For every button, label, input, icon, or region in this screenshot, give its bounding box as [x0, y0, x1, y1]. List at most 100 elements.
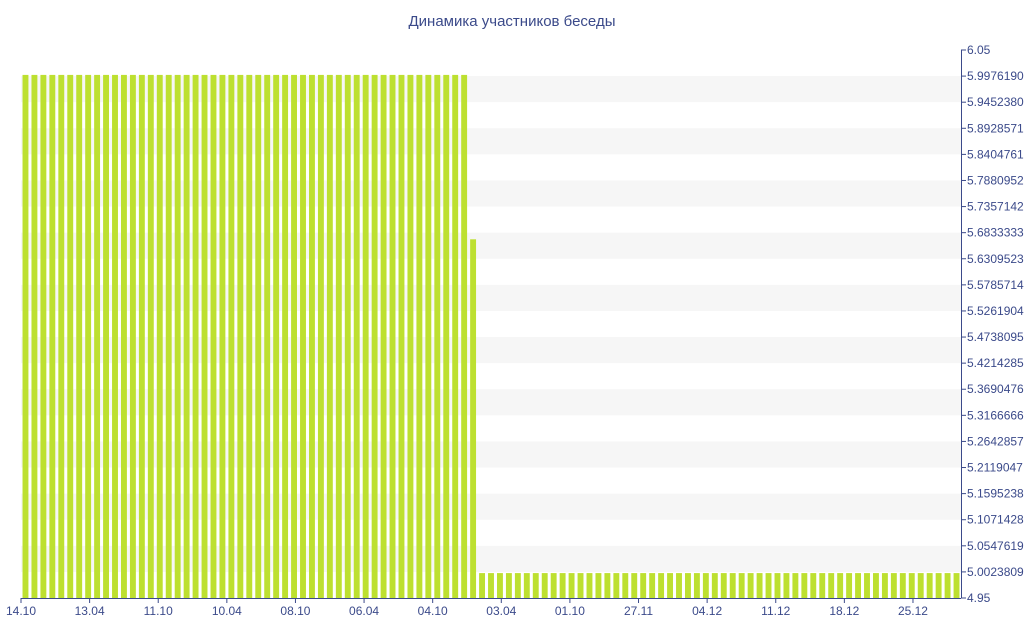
bar	[559, 573, 566, 598]
bar	[58, 74, 65, 599]
y-tick-label: 5.3166666	[967, 408, 1024, 422]
y-tick-label: 5.2642857	[967, 434, 1024, 448]
bar	[622, 573, 629, 598]
y-tick-label: 5.9452380	[967, 95, 1024, 109]
bar	[219, 74, 226, 599]
x-tick-label: 10.04	[212, 604, 242, 618]
bar	[228, 74, 235, 599]
y-tick-label: 5.5785714	[967, 278, 1024, 292]
x-tick-label: 27.11	[624, 604, 653, 618]
bar	[201, 74, 208, 599]
y-tick-label: 5.6309523	[967, 252, 1024, 266]
bar	[711, 573, 718, 598]
bar	[165, 74, 172, 599]
bar	[434, 74, 441, 599]
bar	[398, 74, 405, 599]
bar	[505, 573, 512, 598]
y-tick-label: 5.7880952	[967, 173, 1024, 187]
bar	[300, 74, 306, 599]
bar	[765, 573, 772, 598]
x-tick-label: 04.10	[418, 604, 448, 618]
bar	[881, 573, 888, 598]
y-tick-label: 5.8928571	[967, 121, 1024, 135]
bar	[452, 74, 459, 599]
bar	[864, 573, 870, 598]
bar	[76, 74, 83, 599]
x-tick-label: 18.12	[829, 604, 859, 618]
chart-title: Динамика участников беседы	[408, 13, 616, 30]
bar	[756, 573, 763, 598]
bar	[317, 74, 324, 599]
bar	[693, 573, 700, 598]
bar	[496, 573, 503, 598]
bar	[577, 573, 584, 598]
bar	[613, 573, 620, 598]
bar	[94, 74, 101, 599]
bar	[568, 573, 575, 598]
y-tick-label: 5.7357142	[967, 200, 1024, 214]
bar	[810, 573, 817, 598]
bar	[541, 573, 548, 598]
bar	[550, 573, 557, 598]
y-tick-label: 5.6833333	[967, 226, 1024, 240]
bar	[353, 74, 360, 599]
x-tick-label: 01.10	[555, 604, 585, 618]
bar	[31, 74, 38, 599]
bar	[416, 74, 423, 599]
bar	[380, 74, 387, 599]
bar	[631, 573, 638, 598]
bar	[837, 573, 844, 598]
y-tick-label: 5.8404761	[967, 147, 1024, 161]
bar	[291, 74, 298, 599]
bar	[792, 573, 799, 598]
y-tick-label: 5.0547619	[967, 539, 1024, 553]
bar	[783, 573, 790, 598]
bar	[174, 74, 181, 599]
bar	[120, 74, 127, 599]
x-tick-label: 11.12	[761, 604, 790, 618]
bar	[308, 74, 315, 599]
bar	[335, 74, 342, 599]
bar	[282, 74, 289, 599]
bar	[908, 573, 915, 598]
bar	[237, 74, 244, 599]
x-tick-label: 11.10	[144, 604, 173, 618]
bar	[40, 74, 47, 599]
bar	[702, 573, 709, 598]
bar	[953, 573, 960, 598]
bar	[344, 74, 351, 599]
y-tick-label: 5.2119047	[967, 461, 1023, 475]
x-tick-label: 25.12	[898, 604, 928, 618]
bar	[846, 573, 853, 598]
bar	[156, 74, 163, 599]
bar	[819, 573, 826, 598]
bar	[488, 573, 494, 598]
x-tick-label: 06.04	[349, 604, 379, 618]
y-tick-label: 5.1071428	[967, 513, 1024, 527]
bar	[532, 573, 539, 598]
bar	[22, 74, 29, 599]
bar	[49, 74, 56, 599]
y-tick-label: 5.4214285	[967, 356, 1024, 370]
y-tick-label: 5.3690476	[967, 382, 1024, 396]
bar	[362, 74, 369, 599]
bar	[103, 74, 110, 599]
bar	[595, 573, 602, 598]
bar	[828, 573, 835, 598]
bar	[514, 573, 521, 598]
y-tick-label: 5.0023809	[967, 565, 1024, 579]
x-tick-label: 04.12	[692, 604, 722, 618]
y-tick-label: 5.1595238	[967, 487, 1024, 501]
bar	[255, 74, 262, 599]
y-tick-label: 5.5261904	[967, 304, 1024, 318]
bar	[899, 573, 906, 598]
bar	[112, 74, 118, 599]
y-tick-label: 6.05	[967, 43, 991, 57]
bar	[586, 573, 593, 598]
bar	[461, 74, 468, 599]
y-tick-label: 5.9976190	[967, 69, 1024, 83]
bar	[872, 573, 879, 598]
bar	[917, 573, 924, 598]
